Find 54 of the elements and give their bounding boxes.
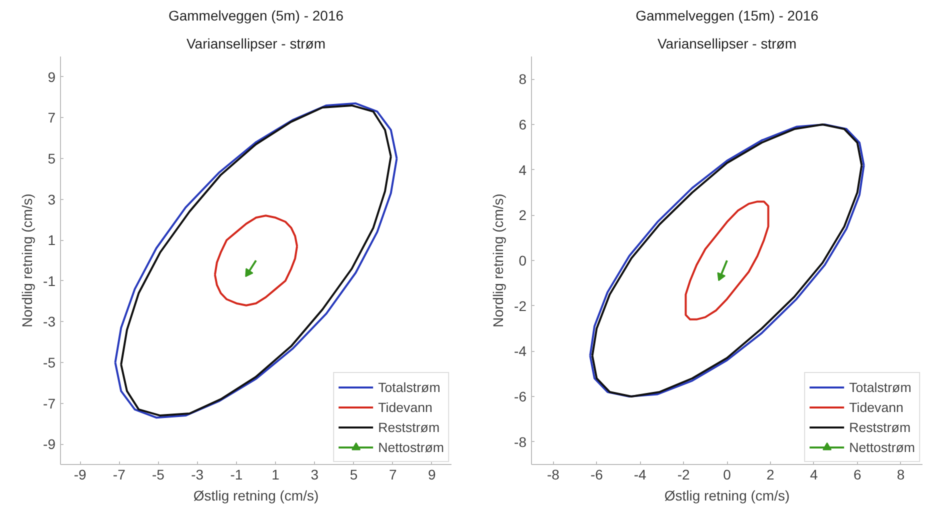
x-tick-label: 4 [810, 466, 818, 482]
chart-subtitle: Variansellipser - strøm [658, 36, 797, 52]
x-tick-label: -7 [112, 466, 126, 482]
x-tick-label: -3 [191, 466, 204, 482]
legend-label: Tidevann [849, 400, 904, 414]
y-axis-title: Nordlig retning (cm/s) [490, 194, 506, 328]
x-tick-label: 0 [723, 466, 732, 482]
x-tick-label: -8 [547, 466, 560, 482]
x-tick-label: -4 [634, 466, 647, 482]
y-tick-label: 8 [518, 71, 527, 88]
x-tick-label: 8 [896, 466, 905, 482]
x-tick-label: -5 [152, 466, 165, 482]
x-tick-label: 1 [272, 466, 280, 482]
x-tick-label: 7 [388, 466, 397, 482]
x-tick-label: 2 [766, 466, 775, 482]
y-tick-label: -8 [514, 434, 527, 450]
legend-label: Nettostrøm [378, 440, 444, 454]
legend-label: Totalstrøm [378, 380, 440, 394]
x-tick-label: -6 [590, 466, 604, 482]
chart-subtitle: Variansellipser - strøm [186, 36, 326, 52]
y-tick-label: -6 [514, 388, 527, 404]
y-tick-label: 7 [48, 110, 56, 126]
legend-label: Nettostrøm [849, 440, 915, 454]
y-tick-label: 4 [518, 162, 527, 178]
x-tick-label: -2 [677, 466, 690, 482]
x-tick-label: 9 [428, 466, 436, 482]
y-tick-label: -5 [43, 354, 56, 370]
y-tick-label: -1 [43, 272, 56, 289]
x-axis-title: Østlig retning (cm/s) [664, 488, 790, 504]
x-tick-label: 5 [350, 466, 358, 482]
legend-label: Tidevann [378, 400, 432, 414]
legend-label: Totalstrøm [849, 380, 912, 394]
y-tick-label: 3 [48, 191, 56, 208]
x-tick-label: -9 [74, 466, 86, 482]
y-tick-label: 0 [518, 252, 527, 268]
y-tick-label: 6 [518, 116, 527, 132]
chart-title: Gammelveggen (15m) - 2016 [636, 8, 819, 24]
x-tick-label: 6 [853, 466, 862, 482]
y-tick-label: 1 [48, 232, 56, 248]
legend-label: Reststrøm [849, 420, 911, 434]
y-tick-label: -4 [514, 343, 527, 360]
chart-title: Gammelveggen (5m) - 2016 [168, 8, 344, 24]
x-tick-label: 3 [310, 466, 319, 482]
y-tick-label: -7 [43, 395, 56, 412]
y-tick-label: -9 [43, 436, 56, 452]
y-tick-label: 9 [48, 68, 56, 85]
y-tick-label: -3 [43, 314, 56, 330]
y-tick-label: -2 [514, 298, 527, 314]
legend-label: Reststrøm [378, 420, 440, 434]
y-tick-label: 5 [48, 150, 56, 166]
x-tick-label: -1 [230, 466, 243, 482]
y-axis-title: Nordlig retning (cm/s) [19, 194, 36, 328]
x-axis-title: Østlig retning (cm/s) [193, 488, 319, 504]
y-tick-label: 2 [518, 207, 527, 224]
